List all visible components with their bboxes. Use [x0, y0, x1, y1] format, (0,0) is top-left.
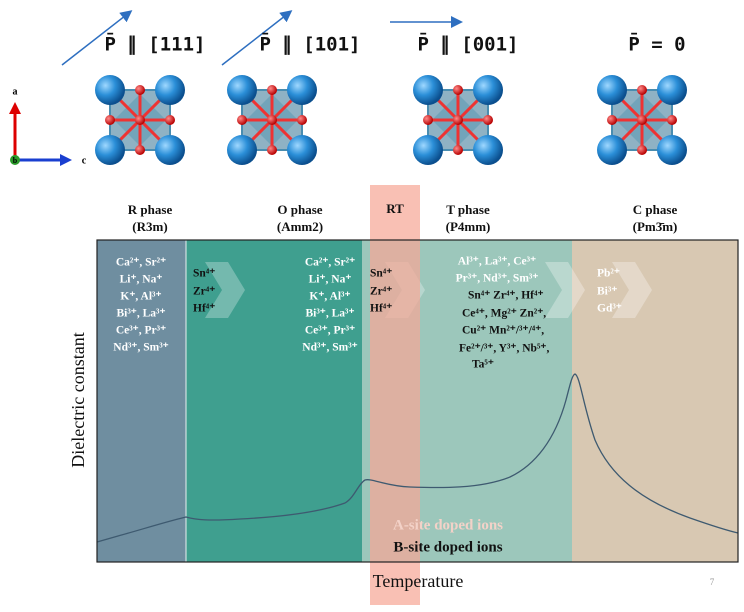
polarization-label: P̄ ∥ [111]	[104, 32, 205, 55]
ion-line: K⁺, Al³⁺	[120, 291, 161, 303]
axis-label: c	[82, 155, 87, 166]
ion-line: Gd³⁺	[597, 303, 622, 315]
ion-line: Ce³⁺, Pr³⁺	[116, 325, 166, 337]
ion-line: Ce⁴⁺, Mg²⁺ Zn²⁺,	[462, 308, 546, 320]
x-axis-label: Temperature	[373, 571, 464, 591]
legend-b-site: B-site doped ions	[393, 539, 502, 555]
ion-line: Fe²⁺/³⁺, Y³⁺, Nb⁵⁺,	[459, 343, 549, 355]
ion-line: Li⁺, Na⁺	[120, 274, 163, 286]
phase-name: T phase	[446, 202, 490, 217]
legend-a-site: A-site doped ions	[393, 517, 503, 533]
axis-label: b	[13, 156, 18, 165]
ion-line: Sn⁴⁺	[370, 268, 392, 280]
ion-line: Li⁺, Na⁺	[309, 274, 352, 286]
c-region	[572, 240, 738, 562]
crystal-structure	[595, 73, 689, 167]
chevron	[545, 262, 585, 318]
phase-group: (P4mm)	[446, 219, 491, 234]
ion-line: Zr⁴⁺	[370, 286, 392, 298]
ion-line: Sn⁴⁺ Zr⁴⁺, Hf⁴⁺	[468, 290, 544, 302]
ion-line: Hf⁴⁺	[193, 303, 215, 315]
crystal-structure	[93, 73, 187, 167]
phase-name: C phase	[633, 202, 678, 217]
ion-line: Nd³⁺, Sm³⁺	[113, 342, 168, 354]
rt-band	[370, 185, 420, 605]
axes-icon: a b c	[9, 86, 87, 166]
o-region	[186, 240, 362, 562]
y-axis-label: Dielectric constant	[68, 332, 88, 467]
axis-label: a	[13, 86, 18, 97]
phase-group: (Pm3̄m)	[633, 219, 678, 234]
crystal-structure	[411, 73, 505, 167]
ion-line: Ca²⁺, Sr²⁺	[116, 257, 166, 269]
crystal-structure	[225, 73, 319, 167]
ion-line: Ce³⁺, Pr³⁺	[305, 325, 355, 337]
ion-line: Bi³⁺	[597, 286, 617, 298]
ion-line: Zr⁴⁺	[193, 286, 215, 298]
r-region	[97, 240, 186, 562]
ion-line: Hf⁴⁺	[370, 303, 392, 315]
c-arrowhead	[60, 154, 72, 166]
phase-group: (Amm2)	[277, 219, 323, 234]
polarization-label: P̄ ∥ [001]	[417, 32, 518, 55]
chevron	[205, 262, 245, 318]
a-arrowhead	[9, 102, 21, 114]
polarization-label: P̄ ∥ [101]	[259, 32, 360, 55]
ion-line: Ta⁵⁺	[472, 359, 494, 371]
ion-line: Ca²⁺, Sr²⁺	[305, 257, 355, 269]
dielectric-curve	[96, 373, 739, 543]
ion-line: K⁺, Al³⁺	[309, 291, 350, 303]
ion-line: Cu²⁺ Mn²⁺/³⁺/⁴⁺,	[462, 325, 544, 337]
polarization-label: P̄ = 0	[628, 32, 685, 55]
ion-line: Bi³⁺, La³⁺	[305, 308, 354, 320]
phase-name: O phase	[277, 202, 322, 217]
polarization-arrow	[61, 10, 133, 66]
b-axis	[10, 155, 20, 165]
phase-group: (R3m)	[132, 219, 167, 234]
ion-line: Sn⁴⁺	[193, 268, 215, 280]
ion-line: Pr³⁺, Nd³⁺, Sm³⁺	[456, 273, 539, 285]
plot-frame	[96, 239, 739, 563]
phase-name: R phase	[128, 202, 173, 217]
chevron	[612, 262, 652, 318]
rt-label: RT	[386, 201, 404, 216]
ion-line: Pb²⁺	[597, 268, 620, 280]
polarization-arrow	[221, 10, 293, 66]
ion-line: Bi³⁺, La³⁺	[116, 308, 165, 320]
page-number: 7	[710, 577, 715, 587]
ion-line: Al³⁺, La³⁺, Ce³⁺	[458, 256, 536, 268]
ion-line: Nd³⁺, Sm³⁺	[302, 342, 357, 354]
